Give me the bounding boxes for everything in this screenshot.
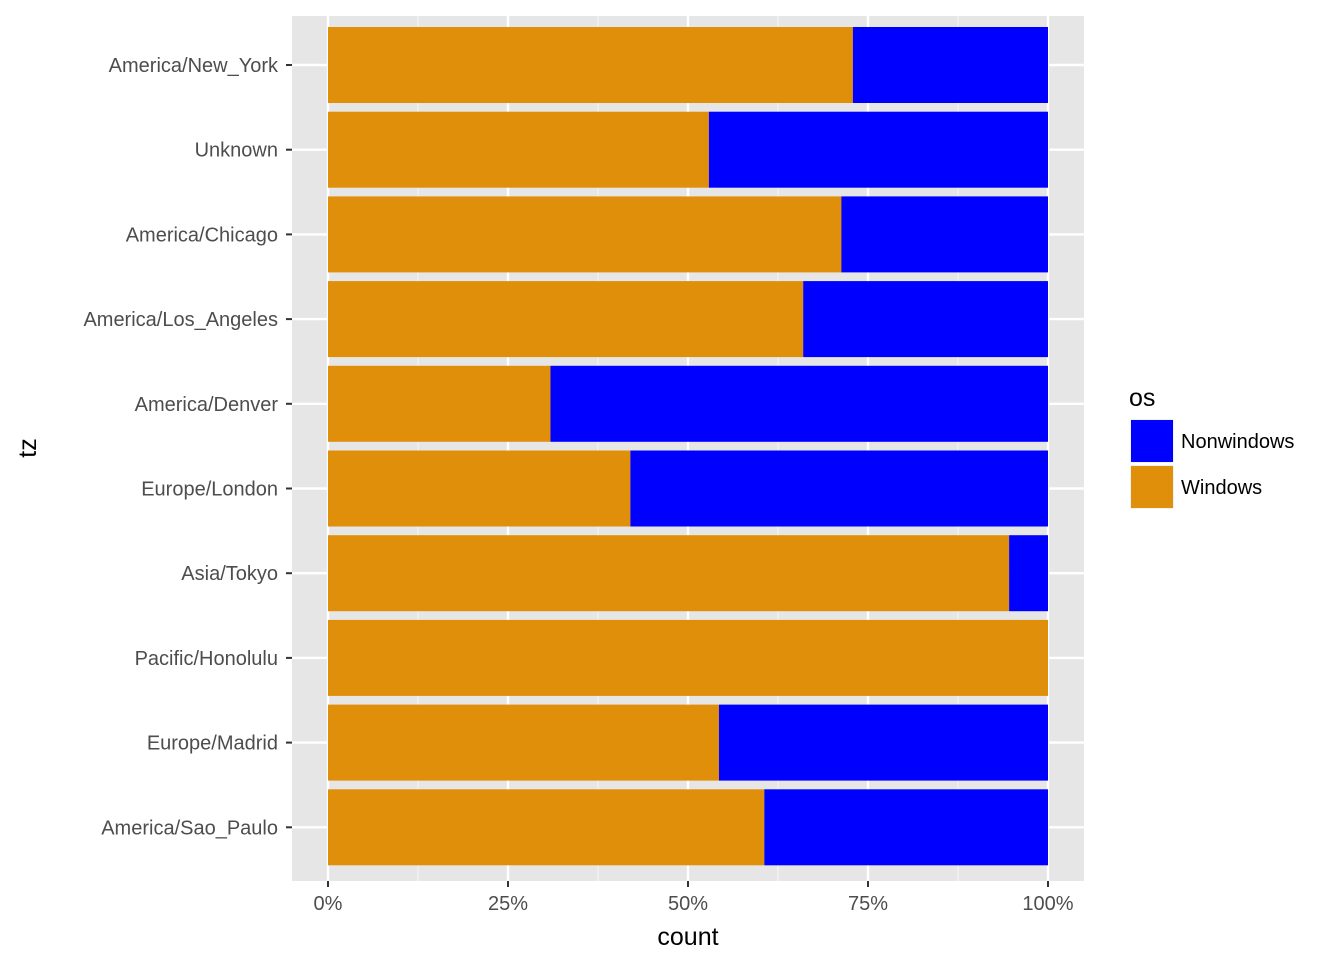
y-tick-label: America/Los_Angeles (83, 309, 278, 331)
y-tick-label: Asia/Tokyo (181, 563, 278, 585)
bar-nonwindows (764, 789, 1048, 866)
bar-windows (328, 365, 551, 442)
y-tick-label: America/New_York (109, 55, 279, 77)
bar-windows (328, 196, 842, 273)
legend-title: os (1129, 384, 1155, 412)
bar-nonwindows (718, 704, 1048, 781)
y-axis: America/New_York Unknown America/Chicago Am… (83, 55, 292, 839)
legend-key-swatch (1131, 466, 1173, 508)
bar-nonwindows (550, 365, 1048, 442)
bar-nonwindows (803, 281, 1048, 358)
y-tick-label: America/Denver (135, 394, 279, 416)
bar-nonwindows (708, 111, 1048, 188)
bar-nonwindows (1009, 535, 1048, 612)
y-tick-label: Europe/London (141, 479, 278, 501)
legend-label: Nonwindows (1181, 431, 1294, 453)
legend-key-swatch (1131, 420, 1173, 462)
bar-windows (328, 111, 709, 188)
bar-windows (328, 27, 853, 103)
bars (328, 27, 1048, 866)
x-axis: 0% 25% 50% 75% 100% (314, 881, 1074, 915)
x-tick-label: 50% (668, 893, 708, 915)
y-tick-label: Pacific/Honolulu (135, 648, 278, 670)
bar-nonwindows (630, 450, 1048, 527)
bar-windows (328, 281, 804, 358)
y-tick-label: Europe/Madrid (147, 733, 278, 755)
y-axis-title: tz (14, 438, 42, 457)
x-axis-title: count (657, 923, 718, 951)
y-tick-label: Unknown (195, 140, 278, 162)
x-tick-label: 100% (1022, 893, 1073, 915)
bar-windows (328, 535, 1010, 612)
x-tick-label: 25% (488, 893, 528, 915)
bar-windows (328, 789, 765, 866)
bar-nonwindows (841, 196, 1048, 273)
legend-label: Windows (1181, 477, 1262, 499)
bar-windows (328, 704, 719, 781)
bar-windows (328, 619, 1048, 696)
bar-windows (328, 450, 631, 527)
x-tick-label: 0% (314, 893, 343, 915)
x-tick-label: 75% (848, 893, 888, 915)
legend: os Nonwindows Windows (1129, 384, 1294, 509)
bar-nonwindows (852, 27, 1048, 103)
y-tick-label: America/Chicago (126, 224, 278, 246)
y-tick-label: America/Sao_Paulo (101, 817, 278, 839)
